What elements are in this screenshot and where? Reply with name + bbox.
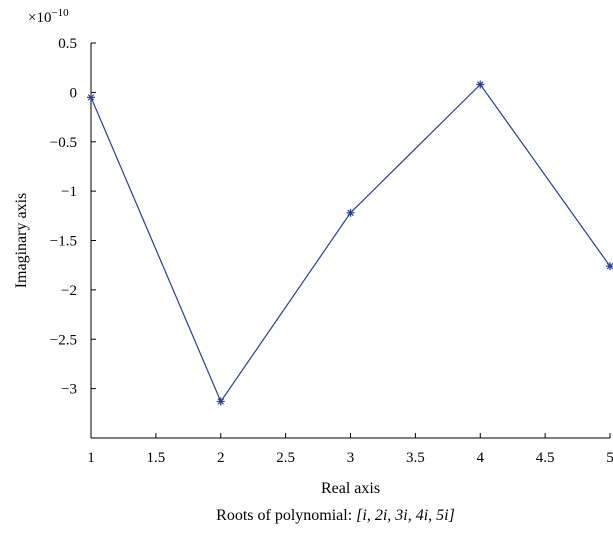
x-tick-label: 2.5 <box>276 450 295 466</box>
x-tick-label: 2 <box>217 450 225 466</box>
y-exponent-label: ×10−10 <box>28 7 69 26</box>
x-axis-title: Real axis <box>321 480 380 497</box>
labels: ×10−10 Real axis Imaginary axis Roots of… <box>13 7 455 524</box>
y-tick-label: 0.5 <box>58 36 77 52</box>
axes: 1 1.5 2 2.5 3 3.5 4 4.5 5 0.5 0 −0.5 −1 −1.5 −2 −2.5 −3 <box>50 36 613 466</box>
marker-stroke <box>477 81 484 88</box>
x-tick-label: 5 <box>606 450 613 466</box>
marker-stroke <box>87 94 95 101</box>
y-tick-label: −1.5 <box>50 234 77 250</box>
data-point-marker <box>87 93 95 102</box>
series-group <box>87 80 613 406</box>
data-point-marker <box>346 208 355 217</box>
marker-stroke <box>347 209 354 217</box>
y-tick-label: −1 <box>61 184 77 200</box>
marker-stroke <box>217 398 224 405</box>
y-tick-label: −0.5 <box>50 135 77 151</box>
data-point-marker <box>216 397 225 406</box>
y-tick-label: −3 <box>61 382 77 398</box>
x-tick-label: 3.5 <box>406 450 425 466</box>
marker-stroke <box>606 262 613 270</box>
data-point-marker <box>606 262 613 271</box>
y-tick-label: −2 <box>61 283 77 299</box>
y-axis-title: Imaginary axis <box>13 193 30 289</box>
y-tick-label: 0 <box>70 85 78 101</box>
series-line <box>90 83 611 403</box>
x-tick-label: 4.5 <box>536 450 555 466</box>
x-tick-label: 4 <box>477 450 485 466</box>
x-tick-label: 3 <box>347 450 355 466</box>
y-tick-label: −2.5 <box>50 332 77 348</box>
data-point-marker <box>476 80 485 89</box>
x-tick-label: 1.5 <box>147 450 166 466</box>
chart-caption: Roots of polynomial: [i, 2i, 3i, 4i, 5i] <box>216 507 455 524</box>
x-tick-label: 1 <box>87 450 95 466</box>
